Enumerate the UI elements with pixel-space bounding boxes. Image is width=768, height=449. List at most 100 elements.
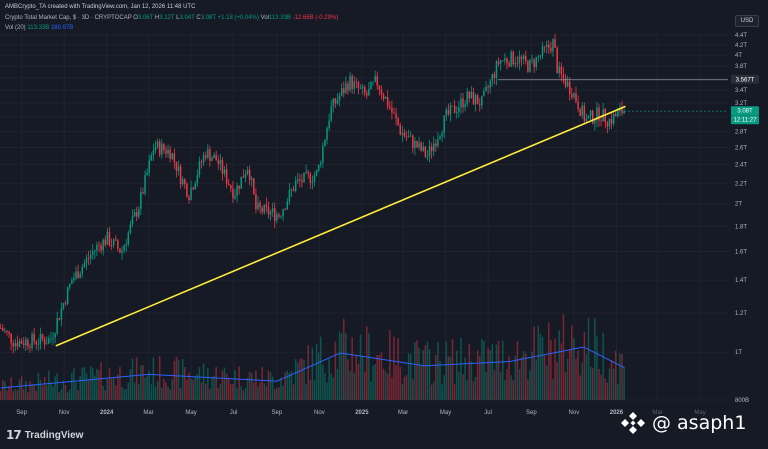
currency-button[interactable]: USD [735, 15, 759, 27]
volume-bar [175, 356, 178, 400]
symbol-title[interactable]: Crypto Total Market Cap, $ · 3D · CRYPTO… [5, 15, 132, 21]
volume-bar [261, 367, 263, 400]
volume-ma-label[interactable]: Vol (20) [5, 25, 26, 31]
volume-bar [370, 381, 372, 400]
volume-bar [594, 318, 596, 400]
candle-body [606, 122, 609, 127]
candle-body [479, 104, 481, 106]
candle-body [4, 330, 6, 332]
candle-body [368, 88, 370, 96]
ohlc-close-label: C [196, 15, 201, 21]
candle-body [207, 149, 209, 158]
candle-body [309, 173, 312, 183]
volume-bar [403, 376, 406, 400]
y-tick-label: 1.6T [735, 250, 747, 256]
volume-bar [407, 353, 410, 400]
candle-body [495, 61, 498, 79]
volume-bar [384, 371, 387, 400]
volume-bar [320, 336, 322, 400]
candle-body [493, 74, 496, 79]
candle-body [181, 179, 184, 185]
candle-body [384, 97, 387, 99]
tradingview-logo[interactable]: 17 TradingView [6, 428, 83, 442]
volume-bar [25, 381, 27, 400]
volume-bar [255, 370, 257, 400]
volume-bar [357, 363, 360, 400]
candle-body [499, 60, 502, 64]
y-tick-label: 4T [735, 53, 742, 59]
volume-bar [215, 367, 217, 400]
candle-body [322, 146, 324, 163]
candle-body [292, 189, 295, 192]
candle-body [75, 271, 77, 279]
volume-bar [359, 334, 362, 400]
volume-ma-path [0, 346, 625, 389]
candle-body [119, 248, 121, 253]
volume-bar [292, 384, 295, 400]
candle-body [299, 179, 301, 181]
candle-body [552, 39, 554, 52]
candle-body [161, 143, 163, 155]
y-tick-label: 4.4T [735, 33, 747, 39]
candle-body [472, 92, 475, 105]
volume-bar [194, 377, 196, 400]
volume-bar [483, 340, 485, 400]
volume-ma-value-2: 280.97B [50, 25, 74, 31]
candle-body [357, 82, 360, 89]
volume-bar [173, 360, 176, 400]
candle-body [541, 46, 544, 56]
volume-bar [244, 388, 247, 400]
candle-body [81, 267, 84, 274]
volume-bar [177, 359, 180, 400]
volume-bar [466, 380, 468, 400]
candle-body [483, 90, 485, 97]
y-tick-label: 2T [735, 202, 742, 208]
ohlc-low-label: L [176, 15, 180, 21]
candle-body [85, 258, 88, 263]
candle-body [14, 342, 17, 347]
candle-body [591, 110, 594, 124]
volume-bar [91, 368, 94, 400]
candle-body [123, 245, 125, 251]
candle-body [351, 76, 353, 89]
candle-body [297, 179, 299, 182]
volume-bar [14, 389, 17, 400]
x-tick-label: Sep [526, 410, 537, 416]
candle-body [31, 334, 33, 348]
candle-body [248, 169, 251, 180]
x-tick-label: Mar [652, 410, 662, 416]
candle-body [380, 89, 383, 95]
volume-bar [589, 366, 592, 400]
volume-bar [432, 381, 435, 400]
volume-bar [568, 349, 571, 400]
y-tick-label: 2.4T [735, 163, 747, 169]
candle-body [516, 62, 519, 64]
candle-body [412, 135, 414, 149]
volume-bar [583, 331, 586, 400]
volume-bar [236, 388, 238, 400]
candle-body [604, 109, 607, 123]
candle-body [98, 244, 100, 246]
candle-body [246, 169, 249, 175]
candle-body [506, 58, 508, 63]
candle-body [20, 340, 23, 344]
ohlc-high-label: H [154, 15, 160, 21]
volume-bar [332, 377, 335, 400]
candle-body [66, 287, 69, 305]
volume-bar [499, 371, 502, 400]
volume-bar [353, 372, 355, 400]
volume-bar [184, 367, 186, 400]
candle-body [215, 154, 217, 161]
candle-body [468, 91, 471, 99]
volume-bar [232, 383, 234, 400]
x-tick-label: Nov [59, 410, 70, 416]
volume-bar [127, 382, 130, 400]
time-axis: Sep Nov 2024 Mar May Jul Sep Nov 2025 Mar May Jul Se… [16, 410, 706, 416]
volume-bar [581, 362, 584, 400]
candle-body [539, 55, 542, 57]
candle-body [198, 161, 201, 176]
volume-bar [614, 350, 617, 400]
volume-bar [623, 366, 625, 400]
volume-bar [476, 350, 479, 400]
